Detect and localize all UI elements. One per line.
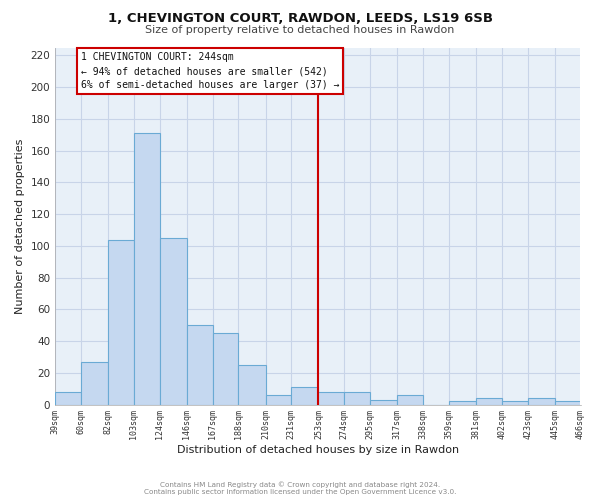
- Bar: [476, 398, 502, 404]
- Bar: [554, 402, 581, 404]
- Bar: [187, 325, 212, 404]
- Bar: [292, 387, 319, 404]
- Bar: [160, 238, 187, 404]
- Bar: [370, 400, 397, 404]
- Bar: [212, 333, 238, 404]
- Text: 1, CHEVINGTON COURT, RAWDON, LEEDS, LS19 6SB: 1, CHEVINGTON COURT, RAWDON, LEEDS, LS19…: [107, 12, 493, 26]
- Y-axis label: Number of detached properties: Number of detached properties: [15, 138, 25, 314]
- Bar: [502, 402, 527, 404]
- Bar: [449, 402, 476, 404]
- Bar: [238, 365, 266, 405]
- Text: Contains HM Land Registry data © Crown copyright and database right 2024.: Contains HM Land Registry data © Crown c…: [160, 481, 440, 488]
- Text: 1 CHEVINGTON COURT: 244sqm
← 94% of detached houses are smaller (542)
6% of semi: 1 CHEVINGTON COURT: 244sqm ← 94% of deta…: [81, 52, 340, 90]
- X-axis label: Distribution of detached houses by size in Rawdon: Distribution of detached houses by size …: [177, 445, 459, 455]
- Bar: [319, 392, 344, 404]
- Bar: [527, 398, 554, 404]
- Bar: [108, 240, 134, 404]
- Bar: [266, 395, 292, 404]
- Bar: [55, 392, 81, 404]
- Text: Size of property relative to detached houses in Rawdon: Size of property relative to detached ho…: [145, 25, 455, 35]
- Bar: [134, 133, 160, 404]
- Bar: [344, 392, 370, 404]
- Bar: [397, 395, 423, 404]
- Bar: [81, 362, 108, 405]
- Text: Contains public sector information licensed under the Open Government Licence v3: Contains public sector information licen…: [144, 489, 456, 495]
